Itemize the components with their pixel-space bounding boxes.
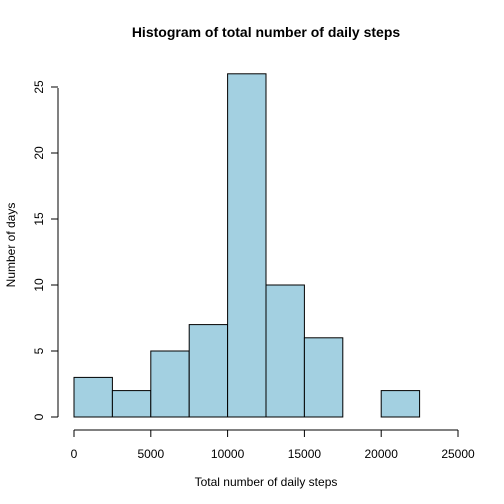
y-tick-label-0: 0 xyxy=(32,413,46,420)
x-tick-label-5: 25000 xyxy=(441,447,475,461)
x-tick-label-1: 5000 xyxy=(137,447,164,461)
y-tick-label-4: 20 xyxy=(32,146,46,160)
x-axis-ticks: 0 5000 10000 15000 20000 25000 xyxy=(71,430,475,461)
y-tick-label-2: 10 xyxy=(32,278,46,292)
histogram-bar-2 xyxy=(150,350,190,418)
histogram-bar-3 xyxy=(188,324,229,418)
y-axis-label: Number of days xyxy=(4,203,18,288)
histogram-bar-6 xyxy=(303,337,344,418)
y-tick-label-3: 15 xyxy=(32,212,46,226)
y-axis-ticks: 0 5 10 15 20 25 xyxy=(32,80,58,420)
histogram-bar-0 xyxy=(73,376,113,418)
y-tick-label-1: 5 xyxy=(32,347,46,354)
histogram-bar-5 xyxy=(265,284,305,418)
histogram-bar-8 xyxy=(380,390,421,418)
x-axis-label: Total number of daily steps xyxy=(195,475,338,489)
x-tick-label-0: 0 xyxy=(71,447,78,461)
chart-title: Histogram of total number of daily steps xyxy=(132,24,401,40)
x-tick-label-3: 15000 xyxy=(288,447,322,461)
y-tick-label-5: 25 xyxy=(32,80,46,94)
x-tick-label-4: 20000 xyxy=(365,447,399,461)
x-tick-label-2: 10000 xyxy=(211,447,245,461)
histogram-bar-4 xyxy=(227,73,267,418)
histogram-bar-1 xyxy=(111,390,152,418)
bars-layer xyxy=(73,73,421,418)
